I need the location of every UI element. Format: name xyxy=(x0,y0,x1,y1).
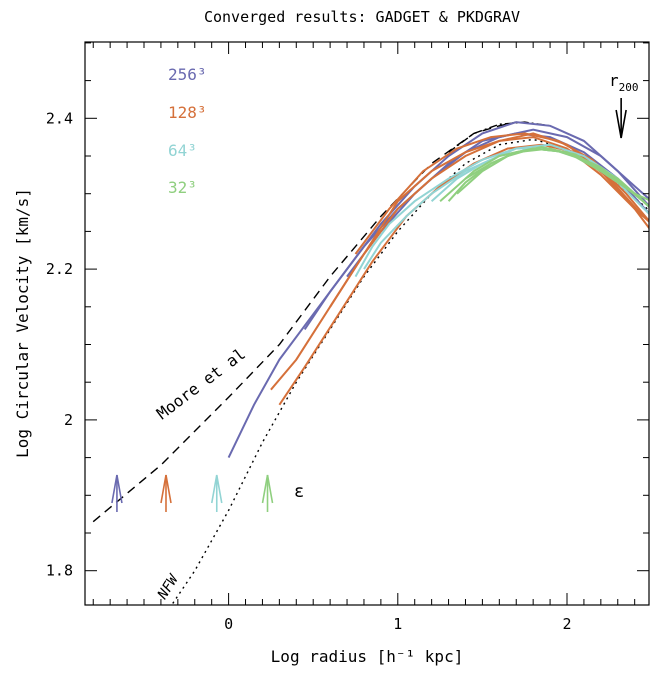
y-tick-label: 2.2 xyxy=(46,260,73,278)
softening-arrow xyxy=(160,474,172,512)
chart-title: Converged results: GADGET & PKDGRAV xyxy=(204,8,520,26)
y-tick-label: 1.8 xyxy=(46,562,73,580)
series-line xyxy=(329,136,649,308)
r200-sub: 200 xyxy=(619,81,639,94)
series-line xyxy=(464,145,644,202)
x-tick-label: 0 xyxy=(224,615,233,633)
softening-arrows xyxy=(111,98,627,512)
reference-curve-dashed xyxy=(92,121,517,523)
series-line xyxy=(447,147,649,208)
legend-label-128: 128³ xyxy=(168,103,207,122)
y-axis-ticks: 1.8 2 2.2 2.4 xyxy=(46,42,649,580)
legend-label-32: 32³ xyxy=(168,178,197,197)
r200-label: r200 xyxy=(609,71,639,94)
x-tick-label: 2 xyxy=(562,615,571,633)
moore-label: Moore et al xyxy=(153,344,249,423)
softening-arrow xyxy=(111,474,123,512)
legend-label-256: 256³ xyxy=(168,65,207,84)
legend: 256³ 128³ 64³ 32³ xyxy=(168,65,207,197)
y-tick-label: 2.4 xyxy=(46,109,73,127)
series-line xyxy=(354,147,649,278)
x-axis-label: Log radius [h⁻¹ kpc] xyxy=(271,647,464,666)
y-tick-label: 2 xyxy=(64,411,73,429)
x-axis-ticks: 0 1 2 xyxy=(92,42,636,633)
series-line xyxy=(303,128,649,330)
r200-main: r xyxy=(609,71,619,90)
r200-arrow xyxy=(615,98,627,139)
softening-arrow xyxy=(210,474,223,512)
plot-curves xyxy=(92,121,649,605)
softening-arrow xyxy=(261,474,274,512)
series-line xyxy=(354,132,649,255)
nfw-label: NFW xyxy=(154,571,182,603)
epsilon-label: ε xyxy=(294,482,304,502)
y-axis-label: Log Circular Velocity [km/s] xyxy=(13,188,32,458)
reference-curve-dotted xyxy=(170,138,649,605)
plot-frame xyxy=(84,41,650,606)
x-tick-label: 1 xyxy=(393,615,402,633)
series-line xyxy=(430,143,649,208)
legend-label-64: 64³ xyxy=(168,141,197,160)
